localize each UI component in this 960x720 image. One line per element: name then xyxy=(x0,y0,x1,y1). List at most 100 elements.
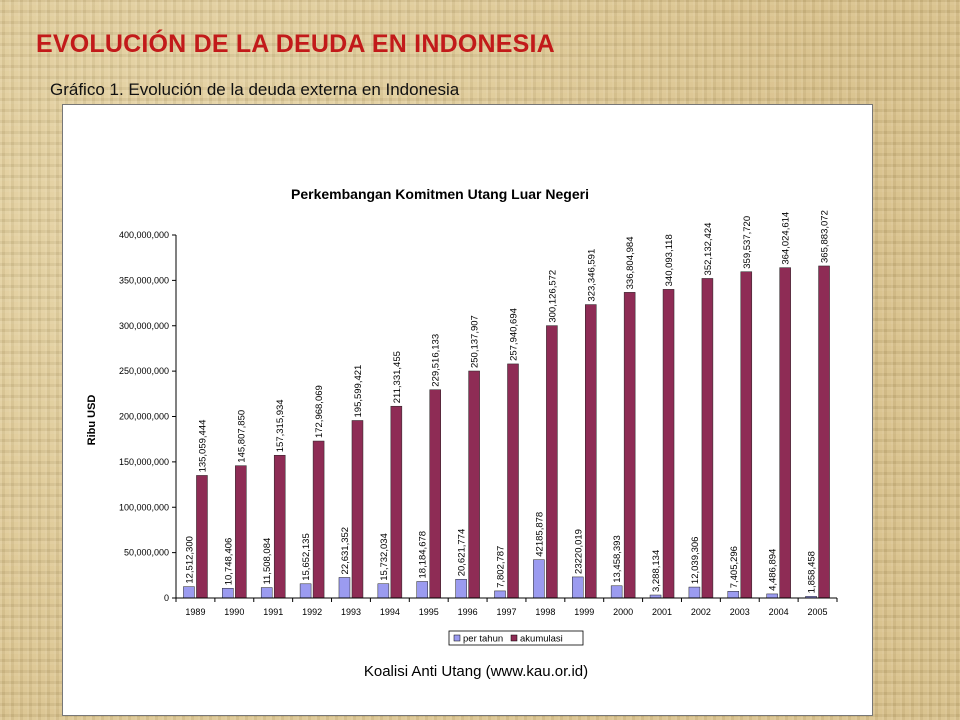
bar-akumulasi-1998 xyxy=(546,325,558,599)
y-axis: 0 50,000,000 100,000,000 150,000,000 200,000… xyxy=(119,230,177,603)
data-label-akumulasi-1996: 250,137,907 xyxy=(470,315,481,368)
bar-per-tahun-1997 xyxy=(494,590,506,599)
data-label-akumulasi-1991: 157,315,934 xyxy=(275,399,286,452)
bar-akumulasi-1997 xyxy=(507,363,519,599)
bar-per-tahun-2003 xyxy=(727,591,740,599)
chart-title: Perkembangan Komitmen Utang Luar Negeri xyxy=(291,186,589,202)
bar-akumulasi-1991 xyxy=(273,454,286,599)
x-tick-label: 2000 xyxy=(613,607,633,617)
bar-akumulasi-1990 xyxy=(235,465,247,599)
data-label-akumulasi-2004: 364,024,614 xyxy=(781,212,792,265)
bar-per-tahun-1992 xyxy=(299,583,312,599)
y-tick-label: 50,000,000 xyxy=(124,548,169,558)
x-tick-label: 1989 xyxy=(185,607,205,617)
bar-akumulasi-2004 xyxy=(779,267,791,599)
x-tick-label: 1993 xyxy=(341,607,361,617)
bar-per-tahun-2004 xyxy=(766,593,778,599)
legend-swatch-akumulasi xyxy=(510,634,518,642)
data-label-per-tahun-2001: 3,288,134 xyxy=(651,550,662,592)
x-tick-label: 2003 xyxy=(730,607,750,617)
data-label-akumulasi-2005: 365,883,072 xyxy=(820,210,831,263)
x-tick-label: 1996 xyxy=(458,607,478,617)
bar-akumulasi-1994 xyxy=(390,405,403,599)
data-label-per-tahun-1990: 10,748,406 xyxy=(223,538,234,586)
bar-akumulasi-2001 xyxy=(662,289,675,599)
data-label-per-tahun-1994: 15,732,034 xyxy=(379,533,390,581)
bar-per-tahun-1999 xyxy=(572,576,584,599)
x-tick-label: 1992 xyxy=(302,607,322,617)
legend-label-per-tahun: per tahun xyxy=(463,634,503,645)
x-tick-label: 1990 xyxy=(224,607,244,617)
legend-swatch-per-tahun xyxy=(453,634,461,642)
bar-per-tahun-2000 xyxy=(610,585,623,599)
y-tick-label: 400,000,000 xyxy=(119,230,169,240)
bar-akumulasi-2005 xyxy=(818,265,830,599)
data-label-akumulasi-1994: 211,331,455 xyxy=(392,351,403,403)
data-label-akumulasi-1995: 229,516,133 xyxy=(431,334,442,387)
slide-subtitle: Gráfico 1. Evolución de la deuda externa… xyxy=(50,80,460,99)
legend-label-akumulasi: akumulasi xyxy=(520,634,563,645)
y-tick-label: 0 xyxy=(164,593,169,603)
data-label-akumulasi-1992: 172,968,069 xyxy=(314,385,325,438)
x-axis: 1989 1990 1991 1992 1993 1994 1995 1996 1997 1998… xyxy=(175,597,838,617)
data-label-akumulasi-1993: 195,599,421 xyxy=(353,365,364,418)
x-tick-label: 1991 xyxy=(263,607,283,617)
data-label-per-tahun-1992: 15,652,135 xyxy=(301,533,312,581)
y-tick-label: 350,000,000 xyxy=(119,275,169,285)
bar-akumulasi-1999 xyxy=(585,304,597,599)
x-tick-label: 1994 xyxy=(380,607,400,617)
data-label-akumulasi-1999: 323,346,591 xyxy=(586,249,597,302)
data-label-per-tahun-1996: 20,621,774 xyxy=(457,529,468,577)
data-label-akumulasi-1989: 135,059,444 xyxy=(197,420,208,473)
slide-title: EVOLUCIÓN DE LA DEUDA EN INDONESIA xyxy=(36,30,555,58)
bar-per-tahun-1998 xyxy=(533,559,545,599)
data-label-per-tahun-2004: 4,486,894 xyxy=(768,549,779,591)
bar-per-tahun-2002 xyxy=(688,586,701,599)
y-tick-label: 100,000,000 xyxy=(119,502,169,512)
bar-akumulasi-2000 xyxy=(623,292,636,599)
data-label-akumulasi-2002: 352,132,424 xyxy=(703,223,714,276)
bar-per-tahun-1995 xyxy=(416,581,428,599)
data-label-akumulasi-1990: 145,807,850 xyxy=(236,410,247,463)
data-label-per-tahun-2005: 1,858,458 xyxy=(807,551,818,593)
bar-per-tahun-1994 xyxy=(377,583,390,599)
data-label-per-tahun-1993: 22,631,352 xyxy=(340,527,351,575)
chart-source: Koalisi Anti Utang (www.kau.or.id) xyxy=(364,663,588,680)
data-labels: 12,512,300 135,059,444 10,748,406 145,807,8… xyxy=(184,210,830,593)
y-tick-label: 200,000,000 xyxy=(119,412,169,422)
data-label-akumulasi-2003: 359,537,720 xyxy=(742,216,753,269)
data-label-per-tahun-1995: 18,184,678 xyxy=(418,531,429,579)
data-label-akumulasi-2001: 340,093,118 xyxy=(664,234,675,286)
x-tick-label: 1999 xyxy=(574,607,594,617)
data-label-akumulasi-2000: 336,804,984 xyxy=(625,237,636,290)
x-tick-label: 2005 xyxy=(808,607,828,617)
bar-akumulasi-2002 xyxy=(701,278,714,599)
bar-per-tahun-1996 xyxy=(455,579,467,599)
bar-per-tahun-1993 xyxy=(338,577,351,599)
bar-akumulasi-2003 xyxy=(740,271,753,599)
data-label-per-tahun-1997: 7,802,787 xyxy=(496,546,507,588)
data-label-per-tahun-1998: 42185,878 xyxy=(534,512,545,557)
y-axis-label: Ribu USD xyxy=(86,395,98,446)
chart-frame: Perkembangan Komitmen Utang Luar Negeri … xyxy=(62,104,873,716)
bar-akumulasi-1989 xyxy=(196,475,208,599)
legend: per tahun akumulasi xyxy=(448,630,584,646)
data-label-akumulasi-1997: 257,940,694 xyxy=(509,308,520,361)
data-label-akumulasi-1998: 300,126,572 xyxy=(547,270,558,323)
bar-per-tahun-1990 xyxy=(222,587,234,599)
x-tick-label: 2002 xyxy=(691,607,711,617)
data-label-per-tahun-2002: 12,039,306 xyxy=(690,537,701,585)
bar-per-tahun-1989 xyxy=(183,586,195,599)
data-label-per-tahun-1991: 11,508,084 xyxy=(262,538,273,585)
y-tick-label: 150,000,000 xyxy=(119,457,169,467)
bar-akumulasi-1995 xyxy=(429,389,441,599)
data-label-per-tahun-1989: 12,512,300 xyxy=(184,536,195,584)
bars xyxy=(183,265,830,599)
data-label-per-tahun-1999: 23220,019 xyxy=(573,529,584,574)
x-tick-label: 2001 xyxy=(652,607,672,617)
bar-per-tahun-1991 xyxy=(260,587,273,599)
bar-akumulasi-1996 xyxy=(468,370,480,599)
bar-akumulasi-1993 xyxy=(351,420,364,599)
y-tick-label: 300,000,000 xyxy=(119,321,169,331)
bar-akumulasi-1992 xyxy=(312,440,325,599)
